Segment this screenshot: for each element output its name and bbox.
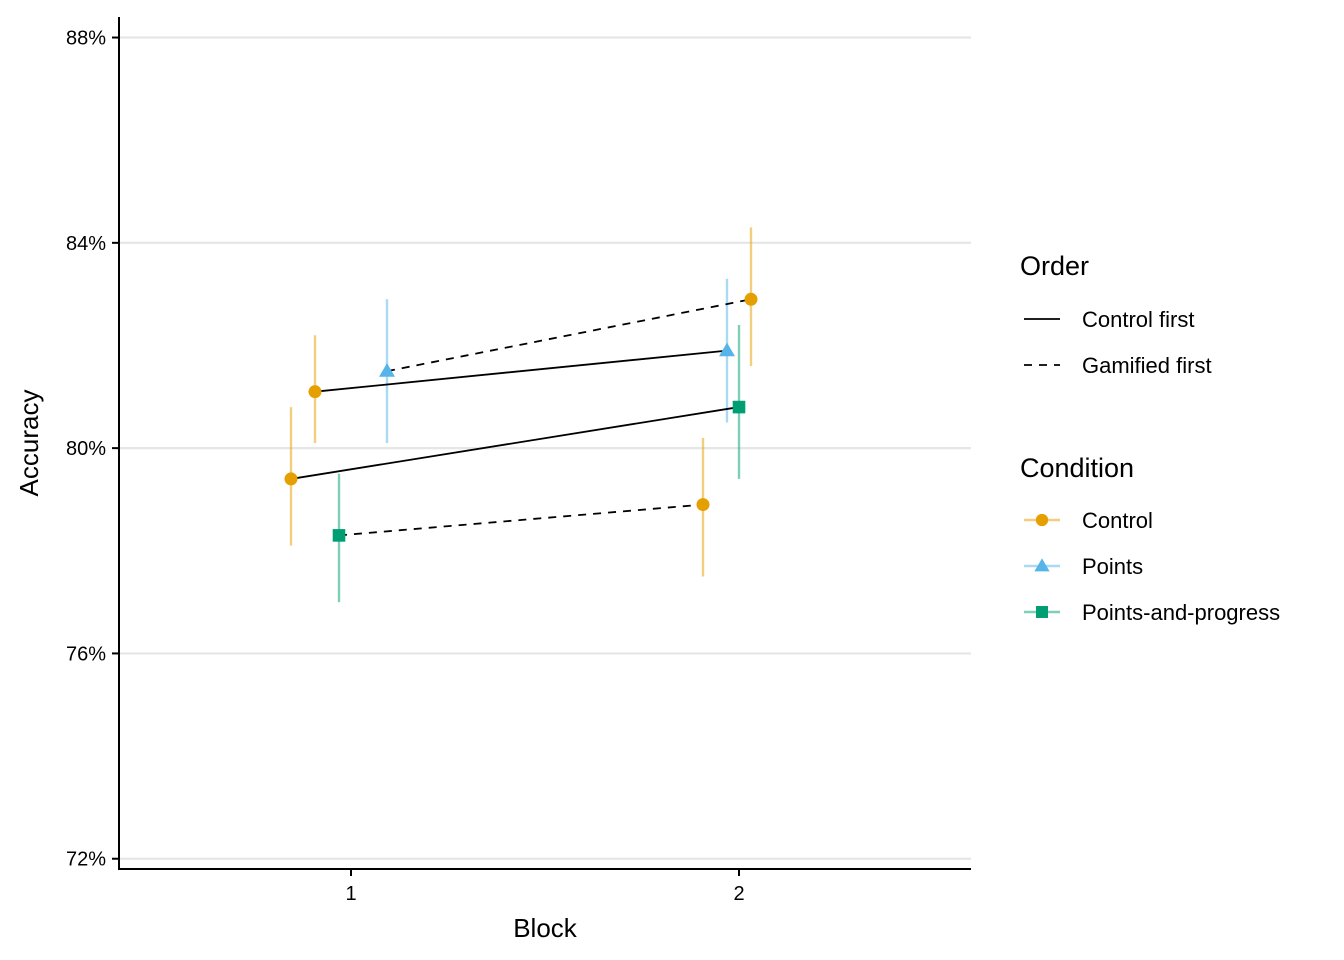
legend-condition-label: Points	[1082, 554, 1143, 579]
y-tick-label: 80%	[66, 438, 106, 460]
point-circle	[696, 498, 710, 512]
point-circle	[284, 472, 298, 486]
y-ticks: 72% 76% 80% 84% 88%	[66, 28, 119, 871]
legend-title-condition: Condition	[1020, 453, 1134, 483]
point-square	[332, 529, 346, 542]
legend-order-item: Gamified first	[1024, 353, 1212, 378]
axes	[118, 17, 971, 870]
x-tick-label: 1	[345, 883, 356, 905]
order-line	[338, 503, 704, 537]
point-circle	[1035, 513, 1049, 527]
order-line	[386, 298, 752, 373]
legend-order-label: Control first	[1082, 307, 1194, 332]
legend-condition-item: Points-and-progress	[1024, 600, 1280, 625]
point-triangle	[719, 342, 735, 357]
point-square	[1036, 606, 1048, 618]
y-axis-title: Accuracy	[14, 390, 44, 497]
y-tick-label: 72%	[66, 849, 106, 871]
legend-condition-label: Control	[1082, 508, 1153, 533]
point-triangle	[379, 363, 395, 377]
x-tick-label: 2	[733, 883, 744, 905]
order-line	[314, 349, 728, 393]
point-circle	[308, 385, 322, 399]
legend-order-label: Gamified first	[1082, 353, 1212, 378]
y-tick-label: 84%	[66, 233, 106, 255]
legend-condition-label: Points-and-progress	[1082, 600, 1280, 625]
y-tick-label: 76%	[66, 643, 106, 665]
legend-condition-item: Control	[1024, 508, 1153, 533]
grid-lines	[119, 36, 971, 860]
legend-order-items: Control first Gamified first	[1024, 307, 1212, 378]
point-circle	[744, 292, 758, 306]
legend-title-order: Order	[1020, 251, 1089, 281]
order-lines	[290, 298, 752, 537]
y-tick-label: 88%	[66, 28, 106, 50]
point-triangle	[1034, 558, 1050, 572]
legend-order-item: Control first	[1024, 307, 1194, 332]
legend: Order Control first Gamified first Condit…	[1020, 251, 1280, 625]
legend-condition-item: Points	[1024, 554, 1143, 579]
x-axis-title: Block	[513, 913, 578, 943]
point-square	[732, 400, 746, 414]
order-line	[290, 406, 740, 480]
error-bars	[289, 227, 753, 603]
data-points	[284, 292, 758, 542]
legend-condition-items: Control Points Points-and-progress	[1024, 508, 1280, 625]
